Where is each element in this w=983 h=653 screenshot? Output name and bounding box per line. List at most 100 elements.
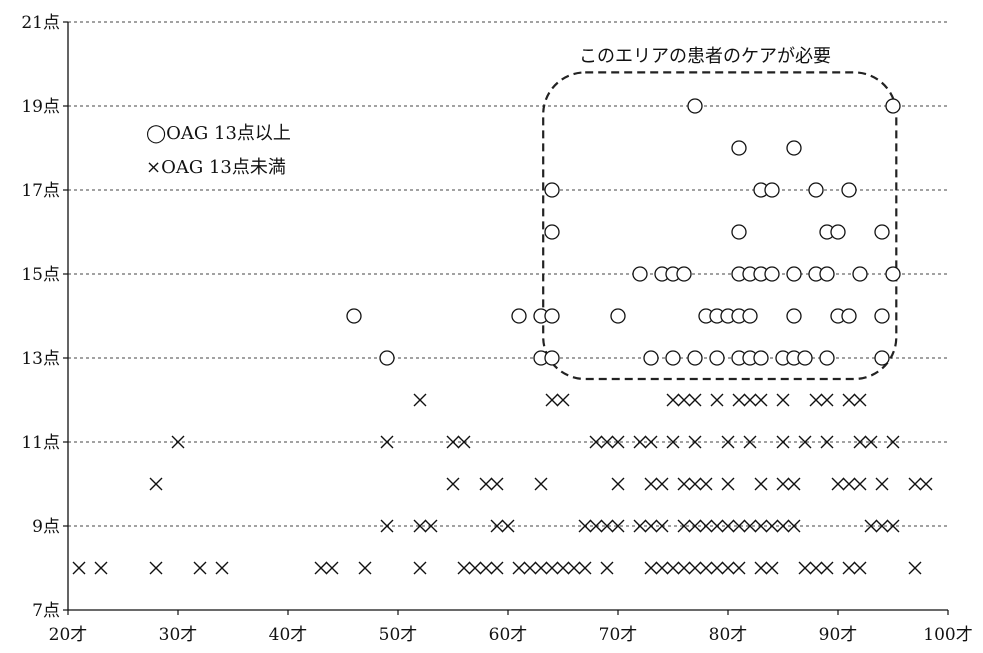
y-tick-label-7: 21点 (21, 13, 60, 33)
point-circle-43 (544, 350, 560, 366)
point-cross-111 (754, 561, 768, 575)
point-cross-68 (688, 519, 702, 533)
point-cross-76 (776, 519, 790, 533)
point-cross-9 (754, 393, 768, 407)
point-circle-36 (742, 308, 758, 324)
legend-entry-cross: ×OAG 13点未満 (146, 157, 286, 178)
point-cross-91 (468, 561, 482, 575)
point-cross-53 (908, 477, 922, 491)
point-cross-77 (787, 519, 801, 533)
point-cross-54 (919, 477, 933, 491)
point-cross-11 (809, 393, 823, 407)
point-cross-117 (853, 561, 867, 575)
point-cross-112 (765, 561, 779, 575)
point-cross-99 (567, 561, 581, 575)
point-cross-29 (798, 435, 812, 449)
point-cross-36 (479, 477, 493, 491)
x-tick-label-6: 80才 (709, 625, 748, 645)
point-circle-53 (797, 350, 813, 366)
grid-layer (68, 21, 948, 527)
point-cross-80 (886, 519, 900, 533)
point-cross-58 (490, 519, 504, 533)
point-circle-55 (874, 350, 890, 366)
y-tick-label-2: 11点 (21, 433, 60, 453)
point-cross-100 (578, 561, 592, 575)
point-cross-75 (765, 519, 779, 533)
point-cross-60 (578, 519, 592, 533)
point-cross-96 (534, 561, 548, 575)
point-cross-17 (446, 435, 460, 449)
point-cross-86 (314, 561, 328, 575)
point-cross-97 (545, 561, 559, 575)
y-tick-label-4: 15点 (21, 265, 60, 285)
point-cross-110 (732, 561, 746, 575)
point-cross-71 (721, 519, 735, 533)
point-cross-74 (754, 519, 768, 533)
point-cross-90 (457, 561, 471, 575)
point-cross-15 (171, 435, 185, 449)
point-cross-57 (424, 519, 438, 533)
point-cross-113 (798, 561, 812, 575)
point-circle-26 (885, 266, 901, 282)
point-circle-41 (379, 350, 395, 366)
point-circle-50 (753, 350, 769, 366)
point-cross-78 (864, 519, 878, 533)
point-cross-40 (644, 477, 658, 491)
legend-entry-circle: ◯OAG 13点以上 (146, 123, 291, 144)
point-cross-41 (655, 477, 669, 491)
callout-box (542, 71, 898, 381)
point-cross-14 (853, 393, 867, 407)
point-cross-47 (776, 477, 790, 491)
point-cross-94 (512, 561, 526, 575)
point-cross-48 (787, 477, 801, 491)
y-tick-label-0: 7点 (32, 601, 60, 621)
point-cross-13 (842, 393, 856, 407)
point-cross-19 (589, 435, 603, 449)
point-cross-98 (556, 561, 570, 575)
point-circle-31 (610, 308, 626, 324)
callout-text: このエリアの患者のケアが必要 (579, 46, 831, 67)
point-circle-21 (764, 266, 780, 282)
y-tick-label-1: 9点 (32, 517, 60, 537)
y-tick-label-3: 13点 (21, 349, 60, 369)
point-circle-22 (786, 266, 802, 282)
point-cross-118 (908, 561, 922, 575)
point-cross-3 (666, 393, 680, 407)
callout-layer: このエリアの患者のケアが必要 (542, 46, 898, 381)
point-cross-81 (72, 561, 86, 575)
point-cross-1 (545, 393, 559, 407)
y-tick-label-5: 17点 (21, 181, 60, 201)
point-cross-73 (743, 519, 757, 533)
point-circle-40 (874, 308, 890, 324)
point-cross-107 (699, 561, 713, 575)
point-circle-4 (544, 182, 560, 198)
point-cross-69 (699, 519, 713, 533)
point-cross-106 (688, 561, 702, 575)
point-cross-24 (666, 435, 680, 449)
point-cross-87 (325, 561, 339, 575)
point-circle-1 (885, 98, 901, 114)
point-cross-35 (446, 477, 460, 491)
point-cross-21 (611, 435, 625, 449)
point-cross-46 (754, 477, 768, 491)
point-cross-95 (523, 561, 537, 575)
point-cross-104 (666, 561, 680, 575)
point-cross-45 (721, 477, 735, 491)
point-circle-17 (676, 266, 692, 282)
point-circle-28 (511, 308, 527, 324)
x-tick-label-2: 40才 (269, 625, 308, 645)
point-circle-9 (544, 224, 560, 240)
point-cross-55 (380, 519, 394, 533)
x-tick-label-5: 70才 (599, 625, 638, 645)
point-cross-101 (600, 561, 614, 575)
axis-layer (63, 21, 949, 615)
x-tick-label-8: 100才 (923, 625, 972, 645)
point-cross-44 (699, 477, 713, 491)
point-cross-0 (413, 393, 427, 407)
point-cross-103 (655, 561, 669, 575)
point-cross-42 (677, 477, 691, 491)
point-circle-7 (808, 182, 824, 198)
point-cross-5 (688, 393, 702, 407)
point-cross-66 (655, 519, 669, 533)
point-circle-0 (687, 98, 703, 114)
